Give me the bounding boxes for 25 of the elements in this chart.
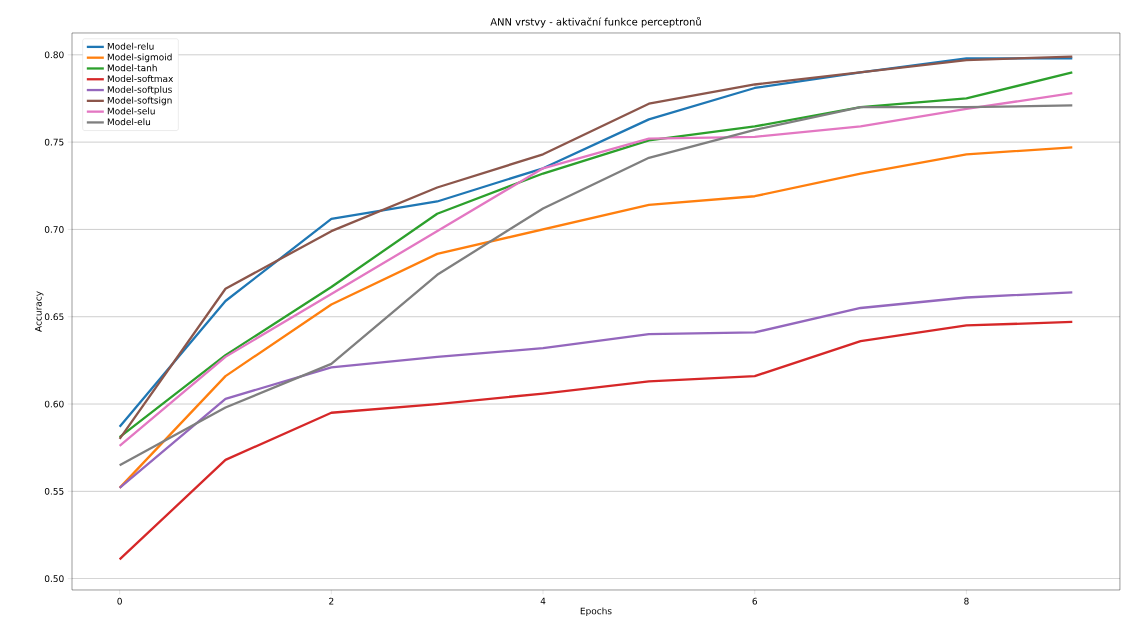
y-tick-label: 0.80: [44, 51, 64, 59]
line-series: [118, 291, 1074, 489]
legend-label: Model-softplus: [107, 85, 172, 95]
y-tick-label: 0.50: [44, 575, 64, 583]
y-tick-label: 0.65: [44, 313, 64, 321]
chart-title: ANN vrstvy - aktivační funkce perceptronů: [490, 16, 701, 28]
y-tick-label: 0.70: [44, 226, 64, 233]
legend-label: Model-relu: [107, 42, 154, 50]
legend-label: Model-softmax: [107, 75, 174, 83]
x-tick-label: 2: [329, 597, 334, 605]
x-tick-label: 0: [117, 597, 122, 605]
x-tick-label: 6: [752, 597, 758, 605]
legend-label: Model-elu: [107, 118, 151, 126]
line-series: [118, 320, 1074, 561]
y-tick-label: 0.60: [44, 400, 64, 408]
x-tick-label: 4: [540, 597, 546, 605]
y-tick-label: 0.75: [44, 138, 64, 146]
y-tick-label: 0.55: [44, 487, 64, 495]
x-tick-label: 8: [964, 597, 969, 605]
y-axis-title: Accuracy: [35, 291, 44, 332]
legend-label: Model-sigmoid: [107, 53, 172, 63]
legend-label: Model-selu: [107, 107, 155, 115]
x-axis-title: Epochs: [580, 607, 612, 617]
legend-label: Model-softsign: [107, 96, 172, 106]
legend-label: Model-tanh: [107, 64, 157, 72]
